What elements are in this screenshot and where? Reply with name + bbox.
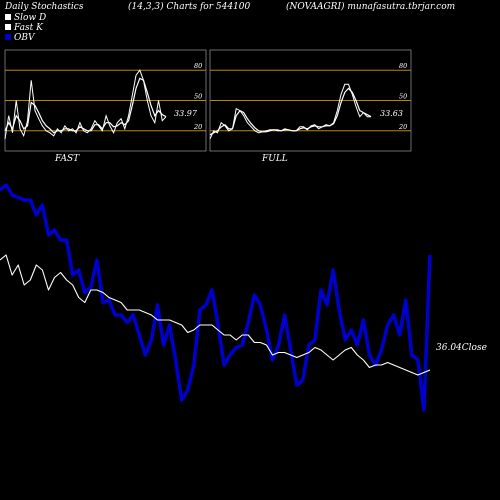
fast-stochastic-panel: 20 50 80 33.97 <box>4 49 207 152</box>
full-panel-title: FULL <box>261 154 288 164</box>
header-right: (NOVAAGRI) munafasutra.tbrjar.com <box>286 1 455 12</box>
full-level-label-20: 20 <box>398 123 407 131</box>
legend-label-obv: OBV <box>14 33 36 43</box>
fast-series-line-1 <box>4 77 167 134</box>
fast-level-label-20: 20 <box>193 123 202 131</box>
full-level-label-80: 80 <box>399 62 407 70</box>
fast-series-line-0 <box>4 69 167 139</box>
full-series-line-1 <box>209 87 372 136</box>
legend-label-fast-k: Fast K <box>13 23 44 33</box>
price-series-line <box>0 254 431 376</box>
full-stochastic-panel: 20 50 80 33.63 <box>209 49 412 152</box>
header-left: Daily Stochastics <box>4 2 84 12</box>
fast-last-value: 33.97 <box>174 109 198 118</box>
legend-swatch-obv <box>5 34 11 40</box>
full-level-label-50: 50 <box>399 93 407 101</box>
obv-series-line <box>0 183 432 412</box>
header-middle: (14,3,3) Charts for 544100 <box>128 1 250 12</box>
legend-swatch-slow-d <box>5 14 11 20</box>
legend: Slow D Fast K OBV <box>5 13 46 43</box>
legend-label-slow-d: Slow D <box>14 13 46 23</box>
fast-panel-title: FAST <box>54 154 80 164</box>
full-last-value: 33.63 <box>380 109 403 118</box>
legend-swatch-fast-k <box>5 24 11 30</box>
fast-level-label-50: 50 <box>194 93 202 101</box>
close-value-label: 36.04Close <box>436 343 487 353</box>
fast-level-label-80: 80 <box>194 62 202 70</box>
obv-price-area <box>0 183 432 412</box>
